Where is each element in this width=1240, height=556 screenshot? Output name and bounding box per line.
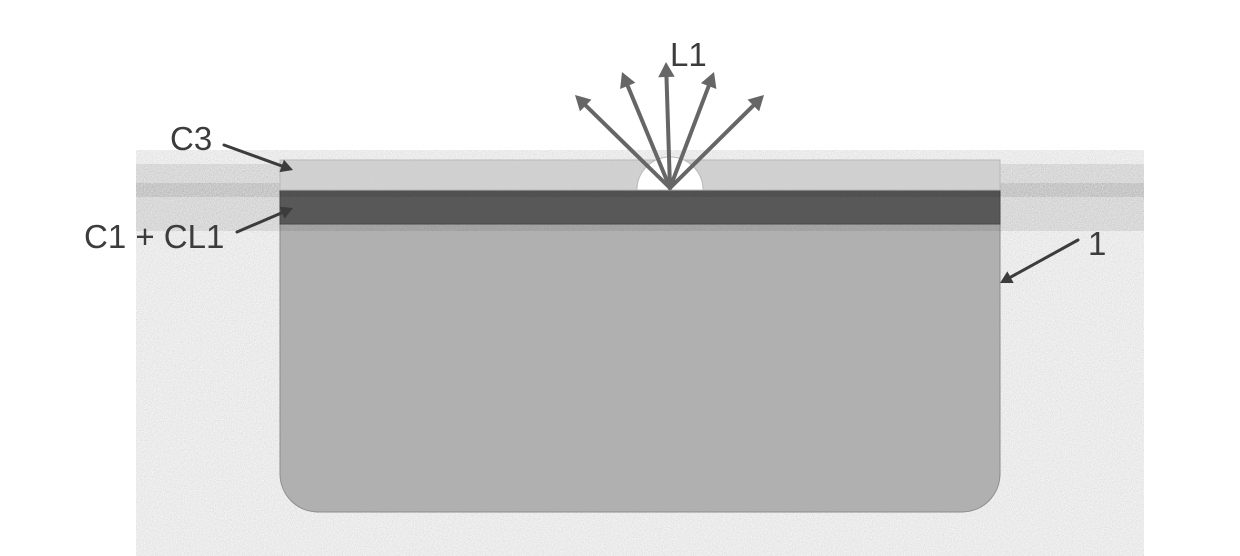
label-c3: C3: [170, 120, 212, 158]
pointer-C3_arrow: [224, 145, 293, 172]
diagram-svg: [0, 0, 1240, 556]
layer-c1-cl1: [280, 190, 1000, 224]
substrate-block: [280, 222, 1000, 512]
pointer-one_arrow: [1000, 240, 1078, 283]
label-c1-cl1: C1 + CL1: [84, 218, 224, 256]
diagram-stage: L1 C3 C1 + CL1 1: [0, 0, 1240, 556]
label-1: 1: [1088, 225, 1106, 263]
label-l1: L1: [670, 36, 707, 74]
